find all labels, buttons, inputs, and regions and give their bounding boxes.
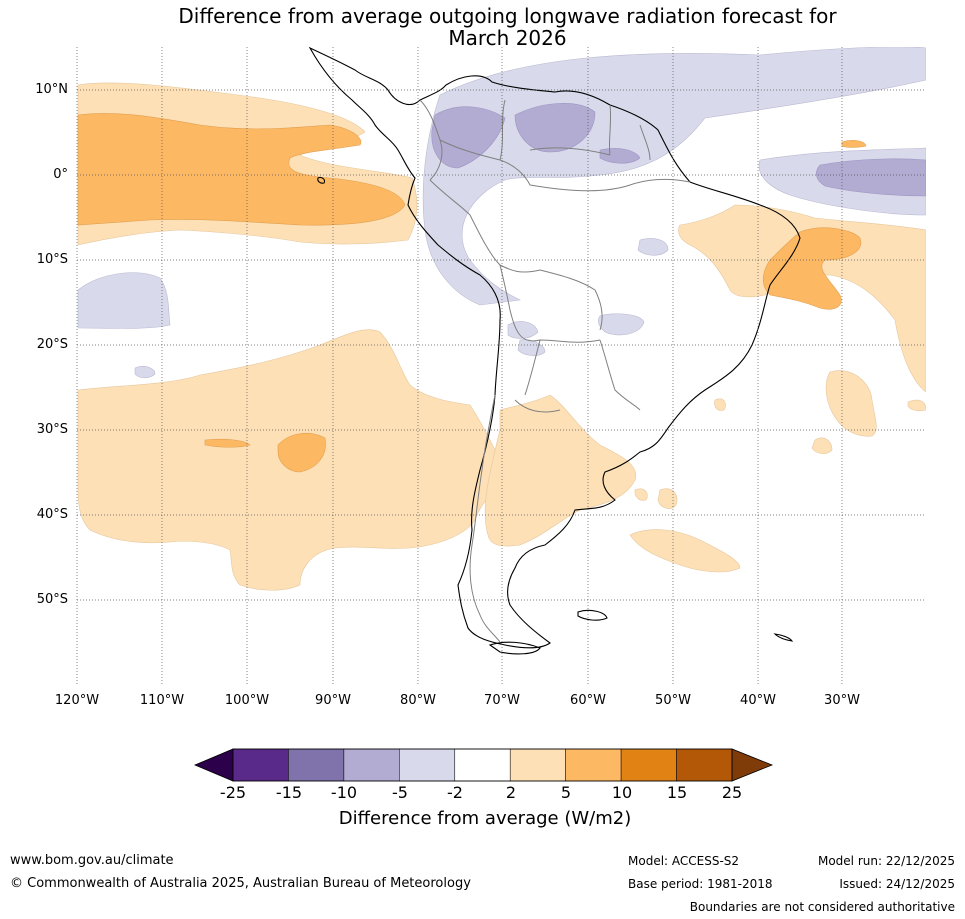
- boundaries-disclaimer: Boundaries are not considered authoritat…: [689, 900, 955, 914]
- lat-label: 50°S: [36, 592, 68, 607]
- lon-label: 40°W: [740, 693, 776, 708]
- galapagos: [317, 176, 326, 184]
- colorbar-tick: -2: [447, 783, 463, 802]
- coastlines: [308, 46, 801, 655]
- colorbar-tick: 15: [666, 783, 688, 802]
- lat-label: 0°: [53, 167, 68, 182]
- colorbar-segments: [232, 748, 733, 782]
- colorbar-segment: [565, 748, 622, 782]
- colorbar-segment: [454, 748, 511, 782]
- base-period: Base period: 1981-2018: [628, 877, 773, 891]
- falkland-islands: [577, 609, 608, 621]
- lat-label: 10°S: [36, 252, 68, 267]
- lon-label: 100°W: [224, 693, 270, 708]
- copyright: © Commonwealth of Australia 2025, Austra…: [10, 876, 471, 891]
- tierra-del-fuego: [488, 641, 541, 655]
- lon-label: 80°W: [400, 693, 436, 708]
- colorbar-tick: -25: [219, 783, 247, 802]
- colorbar-tick: 10: [611, 783, 633, 802]
- colorbar-segment: [620, 748, 677, 782]
- colorbar-high-arrow: [731, 748, 774, 782]
- colorbar-title: Difference from average (W/m2): [338, 808, 632, 829]
- anomaly-field: [77, 47, 926, 591]
- map-title: Difference from average outgoing longwav…: [0, 5, 965, 49]
- lat-label: 30°S: [36, 422, 68, 437]
- colorbar-tick: -15: [275, 783, 303, 802]
- anomaly-plus10-areas: [77, 113, 867, 473]
- lon-label: 120°W: [54, 693, 100, 708]
- title-line-2: March 2026: [448, 26, 567, 50]
- title-line-1: Difference from average outgoing longwav…: [178, 4, 837, 28]
- lon-label: 70°W: [484, 693, 520, 708]
- issued-date: Issued: 24/12/2025: [839, 877, 955, 891]
- border-lines: [419, 99, 691, 643]
- colorbar-tick: -5: [392, 783, 408, 802]
- colorbar-tick: 5: [560, 783, 572, 802]
- south-america-coastline: [308, 46, 801, 649]
- lon-label: 50°W: [655, 693, 691, 708]
- colorbar-low-arrow: [193, 748, 234, 782]
- model-name: Model: ACCESS-S2: [628, 854, 740, 868]
- colorbar: [193, 748, 774, 782]
- colorbar-tick: 25: [721, 783, 743, 802]
- colorbar-tick: 2: [505, 783, 517, 802]
- country-borders: [419, 99, 691, 643]
- lat-label: 10°N: [35, 82, 68, 97]
- colorbar-segment: [288, 748, 345, 782]
- colorbar-tick: -10: [330, 783, 358, 802]
- lon-label: 30°W: [824, 693, 860, 708]
- colorbar-frame: [232, 748, 733, 782]
- colorbar-segment: [676, 748, 733, 782]
- south-georgia: [773, 633, 794, 642]
- colorbar-segment: [399, 748, 455, 782]
- colorbar-segment: [509, 748, 566, 782]
- gridlines: [77, 47, 926, 685]
- lat-label: 20°S: [36, 337, 68, 352]
- lon-label: 60°W: [570, 693, 606, 708]
- model-run-date: Model run: 22/12/2025: [817, 854, 955, 868]
- lat-label: 40°S: [36, 507, 68, 522]
- lon-label: 90°W: [315, 693, 351, 708]
- colorbar-segment: [232, 748, 289, 782]
- anomaly-minus10-areas: [431, 103, 926, 197]
- lon-label: 110°W: [139, 693, 185, 708]
- website-link[interactable]: www.bom.gov.au/climate: [10, 853, 174, 868]
- colorbar-segment: [343, 748, 400, 782]
